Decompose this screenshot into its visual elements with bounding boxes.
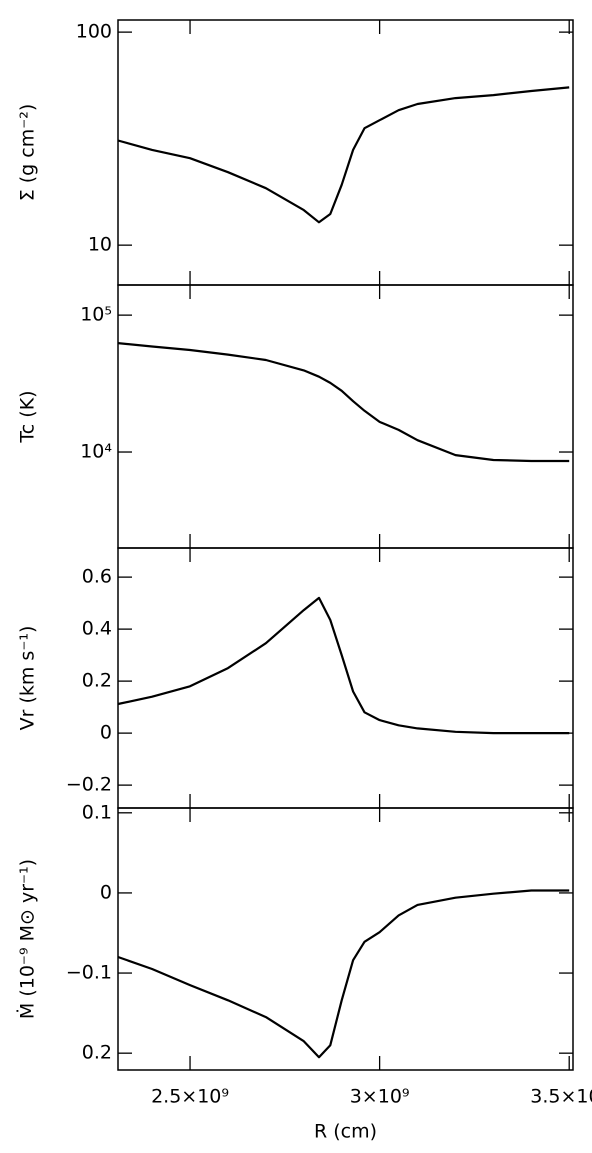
y-tick-label: −0.2 <box>66 774 112 796</box>
data-line <box>117 342 570 463</box>
plot-frame <box>117 807 574 1071</box>
y-axis-label: Ṁ (10⁻⁹ M⊙ yr⁻¹) <box>16 859 39 1019</box>
y-tick-label: 10 <box>88 234 112 256</box>
data-line <box>117 889 570 1059</box>
y-tick-label: 0.1 <box>82 801 112 823</box>
x-tick-label: 2.5×10⁹ <box>151 1086 229 1108</box>
y-tick-label: 10⁵ <box>80 304 112 326</box>
y-tick-label: 0 <box>100 881 112 903</box>
y-tick-label: 100 <box>76 21 112 43</box>
data-line <box>117 596 570 735</box>
plot-frame <box>117 19 574 286</box>
y-axis-label: Σ (g cm⁻²) <box>17 104 39 202</box>
y-tick-label: 0.6 <box>82 566 112 588</box>
x-tick-label: 3.5×10⁹ <box>530 1086 592 1108</box>
data-line <box>117 86 570 224</box>
y-tick-label: 0 <box>100 722 112 744</box>
plot-frame <box>117 284 574 549</box>
y-tick-label: 0.2 <box>82 670 112 692</box>
y-tick-label: 0.2 <box>82 1042 112 1064</box>
x-axis-label: R (cm) <box>314 1121 377 1143</box>
x-tick-label: 3×10⁹ <box>350 1086 410 1108</box>
y-tick-label: −0.1 <box>66 962 112 984</box>
y-axis-label: Tc (K) <box>17 390 39 443</box>
y-tick-label: 0.4 <box>82 618 112 640</box>
plot-frame <box>117 547 574 809</box>
y-axis-label: Vr (km s⁻¹) <box>17 626 39 731</box>
y-tick-label: 10⁴ <box>80 441 112 463</box>
